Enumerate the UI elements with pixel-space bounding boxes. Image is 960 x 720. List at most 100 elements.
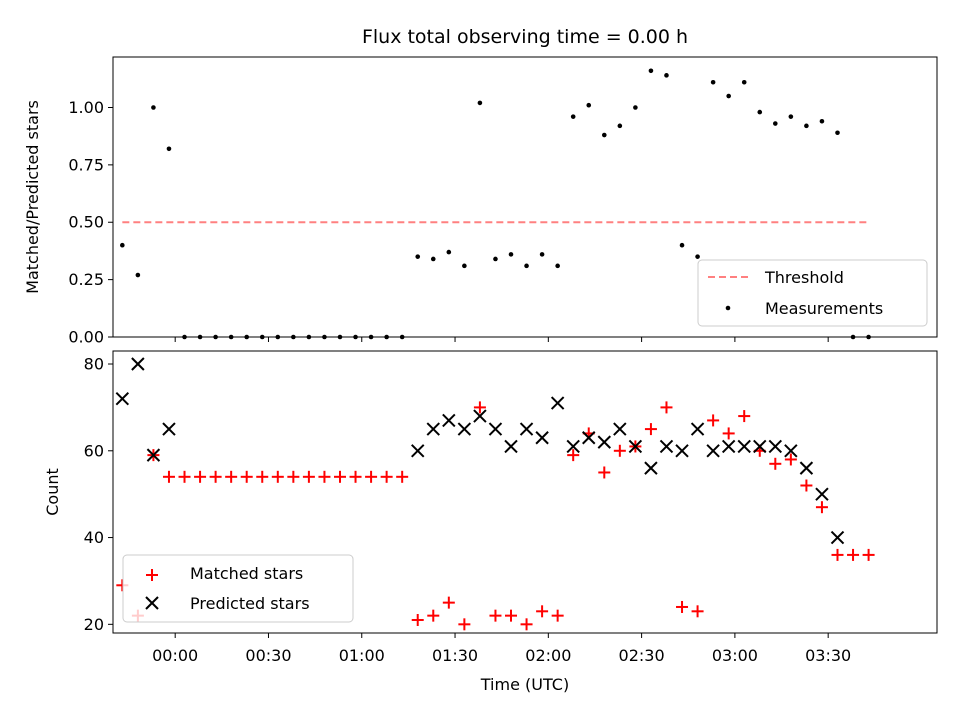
measurement-point — [617, 123, 623, 129]
matched-star-point — [349, 470, 362, 483]
measurement-point — [741, 79, 747, 85]
matched-star-point — [318, 470, 331, 483]
predicted-star-point — [706, 444, 720, 458]
bottom-y-tick-label: 40 — [84, 528, 104, 547]
measurement-point — [773, 121, 778, 126]
measurement-point — [726, 93, 731, 99]
predicted-star-point — [473, 409, 487, 423]
bottom-x-tick-label: 00:30 — [245, 646, 291, 665]
measurement-point — [508, 252, 514, 257]
bottom-legend-box — [122, 554, 354, 623]
matched-star-point — [178, 470, 191, 483]
matched-star-point — [411, 613, 424, 626]
top-panel: 0.00 0.25 0.50 0.75 1.00 Matched/Predicted s… — [23, 56, 938, 347]
matched-star-point — [427, 609, 440, 622]
bottom-y-axis-label: Count — [43, 468, 62, 516]
top-y-axis-label: Matched/Predicted stars — [23, 100, 42, 294]
top-x-ticks — [174, 337, 829, 342]
matched-star-point — [256, 470, 269, 483]
measurement-point — [570, 114, 576, 119]
measurement-point — [804, 123, 809, 129]
measurement-point — [539, 252, 545, 257]
matched-star-point — [784, 453, 797, 466]
bottom-x-tick-label: 02:30 — [619, 646, 665, 665]
bottom-legend: Matched stars Predicted stars — [122, 554, 354, 623]
matched-star-point — [831, 548, 844, 561]
matched-star-point — [660, 401, 673, 414]
matched-star-point — [707, 414, 720, 427]
matched-star-point — [505, 609, 518, 622]
measurement-point — [555, 263, 560, 269]
predicted-star-point — [146, 448, 161, 462]
predicted-star-point — [411, 444, 425, 458]
matched-star-point — [691, 605, 704, 618]
matched-legend-swatch — [146, 569, 158, 581]
measurement-point — [166, 146, 172, 152]
matched-star-point — [473, 401, 486, 414]
predicted-star-point — [597, 435, 611, 449]
top-y-tick-label: 0.25 — [68, 270, 104, 289]
predicted-star-point — [442, 413, 456, 428]
predicted-star-point — [115, 392, 130, 406]
matched-star-point — [520, 618, 533, 631]
matched-star-point — [738, 410, 751, 423]
top-y-tick-label: 1.00 — [68, 98, 104, 117]
measurement-point — [477, 100, 483, 106]
matched-star-point — [598, 466, 611, 479]
bottom-x-tick-label: 03:00 — [712, 646, 758, 665]
matched-star-point — [271, 470, 284, 483]
bottom-x-tick-label: 03:30 — [805, 646, 851, 665]
measurement-point — [695, 254, 700, 259]
matched-star-point — [225, 470, 238, 483]
predicted-star-point — [675, 444, 689, 458]
threshold-legend-label: Threshold — [764, 268, 844, 287]
measurement-point — [120, 242, 125, 248]
predicted-star-point — [426, 422, 440, 436]
measurement-point — [415, 254, 421, 259]
top-y-ticks: 0.00 0.25 0.50 0.75 1.00 — [68, 98, 113, 347]
matched-star-point — [287, 470, 300, 483]
bottom-x-tick-label: 01:30 — [432, 646, 478, 665]
measurement-point — [586, 102, 592, 108]
measurement-point — [679, 242, 685, 248]
matched-star-point — [442, 596, 455, 609]
measurement-point — [633, 105, 638, 110]
predicted-star-point — [535, 431, 549, 445]
matched-star-point — [862, 548, 875, 561]
measurement-point — [648, 68, 654, 74]
measurement-point — [601, 132, 607, 138]
top-plot-area — [120, 68, 871, 340]
matched-star-point — [847, 548, 860, 561]
bottom-x-tick-label: 02:00 — [525, 646, 571, 665]
top-axes-frame — [112, 56, 938, 338]
matched-star-point — [769, 457, 782, 470]
matched-star-point — [240, 470, 253, 483]
predicted-star-point — [799, 461, 814, 475]
predicted-star-point — [753, 439, 767, 454]
predicted-legend-swatch — [145, 596, 159, 610]
predicted-star-point — [566, 439, 580, 454]
top-y-tick-label: 0.75 — [68, 155, 104, 174]
matched-star-point — [333, 470, 346, 483]
matched-star-point — [302, 470, 315, 483]
matched-star-point — [396, 470, 409, 483]
measurement-point — [788, 114, 794, 119]
predicted-star-point — [628, 439, 643, 454]
predicted-star-point — [582, 431, 596, 445]
measurement-point — [135, 272, 141, 278]
predicted-star-point — [644, 461, 658, 475]
measurement-point — [524, 263, 529, 269]
matched-star-point — [800, 479, 813, 492]
matched-star-point — [194, 470, 207, 483]
top-y-tick-label: 0.50 — [68, 213, 104, 232]
bottom-x-tick-label: 01:00 — [339, 646, 385, 665]
predicted-star-point — [721, 439, 736, 454]
predicted-star-point — [830, 530, 845, 545]
matched-star-point — [613, 444, 626, 457]
measurements-legend-swatch — [725, 305, 731, 311]
predicted-star-point — [162, 422, 176, 436]
x-axis-label: Time (UTC) — [480, 675, 569, 694]
top-y-tick-label: 0.00 — [68, 328, 104, 347]
